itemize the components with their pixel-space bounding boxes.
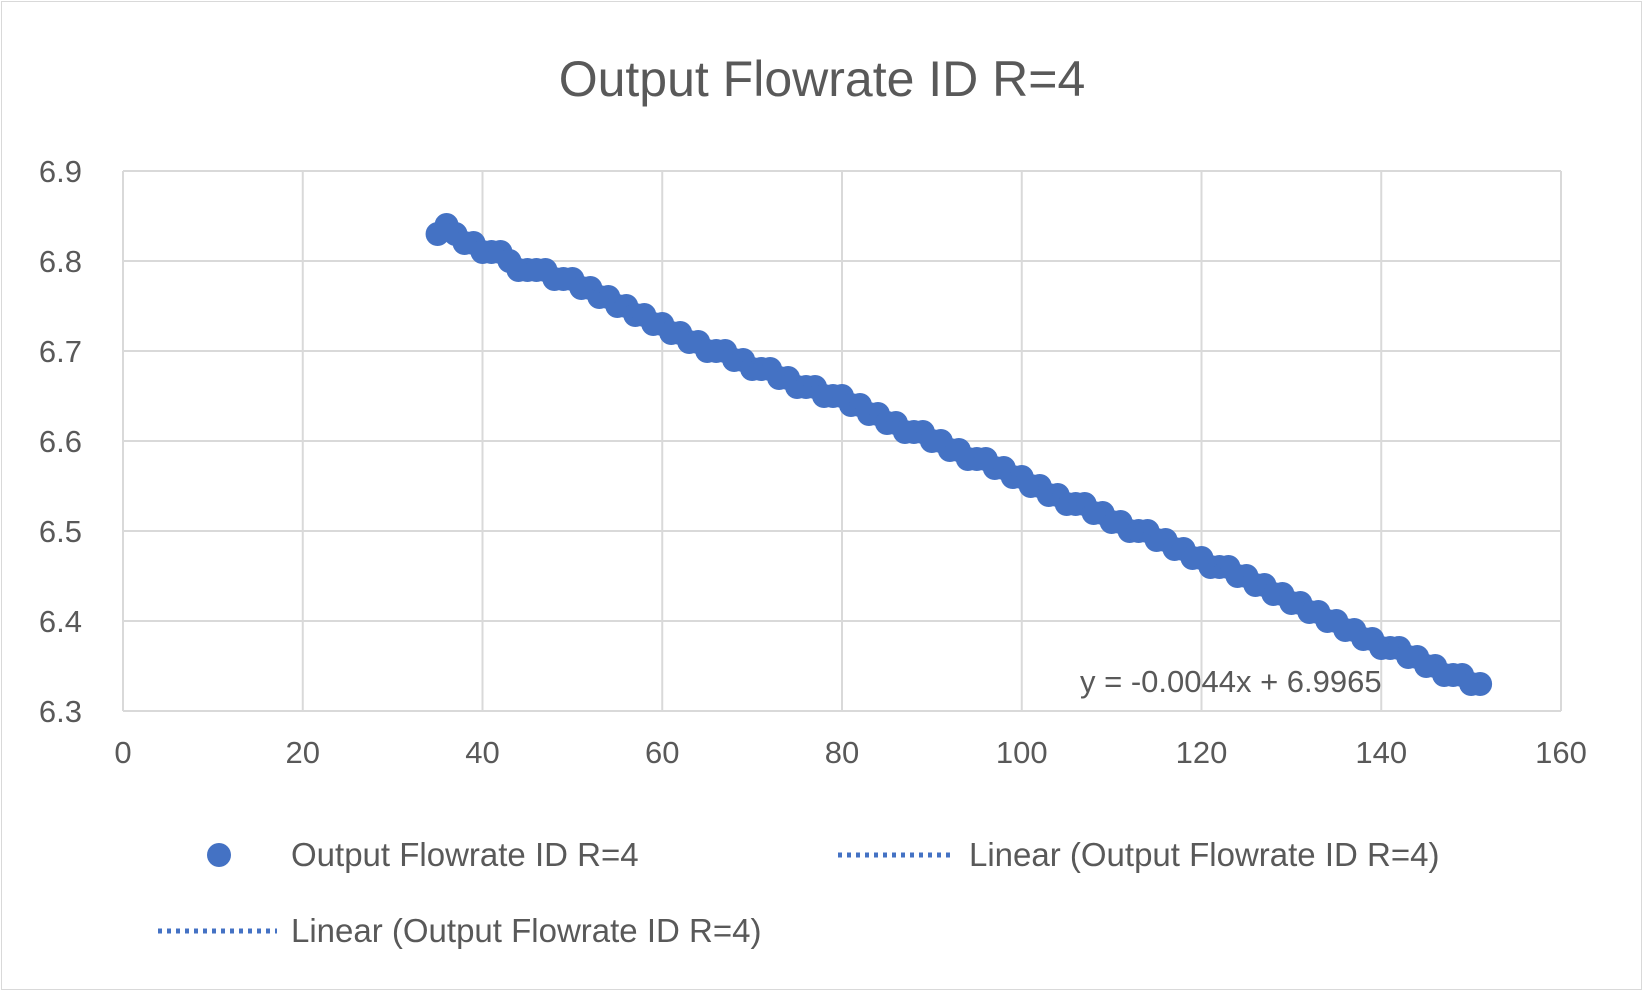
y-tick-label: 6.3 (39, 694, 82, 729)
y-tick-label: 6.9 (39, 154, 82, 189)
legend-item-linear-1: Linear (Output Flowrate ID R=4) (969, 836, 1439, 873)
data-point (1468, 672, 1493, 696)
x-tick-label: 140 (1355, 735, 1407, 770)
trendline-layer (436, 221, 1481, 684)
data-points (425, 213, 1493, 696)
x-tick-label: 160 (1535, 735, 1587, 770)
legend: Output Flowrate ID R=4 Linear (Output Fl… (158, 836, 1439, 949)
y-tick-label: 6.6 (39, 424, 82, 459)
legend-item-linear-2: Linear (Output Flowrate ID R=4) (291, 912, 761, 949)
y-tick-label: 6.4 (39, 604, 82, 639)
linear-trendline (436, 221, 1481, 684)
y-tick-label: 6.5 (39, 514, 82, 549)
y-tick-label: 6.8 (39, 244, 82, 279)
y-axis-tick-labels: 6.3 6.4 6.5 6.6 6.7 6.8 6.9 (39, 154, 82, 729)
gridlines (122, 170, 1562, 712)
x-tick-label: 80 (825, 735, 859, 770)
x-tick-label: 0 (114, 735, 131, 770)
x-tick-label: 120 (1176, 735, 1228, 770)
x-axis-tick-labels: 0 20 40 60 80 100 120 140 160 (114, 735, 1586, 770)
x-tick-label: 60 (645, 735, 679, 770)
legend-item-series: Output Flowrate ID R=4 (291, 836, 639, 873)
x-tick-label: 100 (996, 735, 1048, 770)
x-tick-label: 40 (465, 735, 499, 770)
x-tick-label: 20 (286, 735, 320, 770)
chart-title: Output Flowrate ID R=4 (559, 51, 1086, 107)
y-tick-label: 6.7 (39, 334, 82, 369)
legend-marker-circle (207, 843, 231, 867)
trendline-equation: y = -0.0044x + 6.9965 (1080, 664, 1382, 699)
